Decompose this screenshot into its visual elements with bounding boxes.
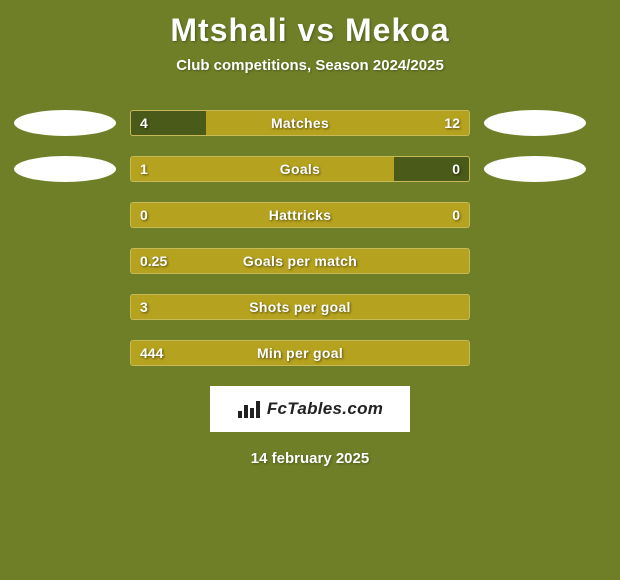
stat-row: 00Hattricks (0, 202, 620, 228)
stat-bar: 412Matches (130, 110, 470, 136)
logo-slot-right (470, 156, 600, 182)
stat-row: 444Min per goal (0, 340, 620, 366)
stat-label: Hattricks (130, 202, 470, 228)
logo-slot-left (0, 156, 130, 182)
stat-label: Min per goal (130, 340, 470, 366)
stat-bar: 00Hattricks (130, 202, 470, 228)
stat-row: 10Goals (0, 156, 620, 182)
team-logo-right (484, 110, 586, 136)
stat-row: 3Shots per goal (0, 294, 620, 320)
bar-chart-icon (237, 399, 261, 419)
team-logo-left (14, 156, 116, 182)
stat-label: Goals per match (130, 248, 470, 274)
stat-row: 0.25Goals per match (0, 248, 620, 274)
stat-bar: 3Shots per goal (130, 294, 470, 320)
logo-slot-left (0, 110, 130, 136)
stat-bar: 10Goals (130, 156, 470, 182)
branding-badge: FcTables.com (210, 386, 410, 432)
stat-label: Matches (130, 110, 470, 136)
branding-label: FcTables.com (267, 399, 383, 419)
team-logo-left (14, 110, 116, 136)
date-label: 14 february 2025 (0, 450, 620, 467)
stats-container: 412Matches 10Goals 00Hattricks 0.25Goals pe… (0, 110, 620, 366)
logo-slot-right (470, 110, 600, 136)
page-subtitle: Club competitions, Season 2024/2025 (0, 57, 620, 74)
page-title: Mtshali vs Mekoa (0, 0, 620, 49)
stat-label: Goals (130, 156, 470, 182)
stat-bar: 444Min per goal (130, 340, 470, 366)
stat-row: 412Matches (0, 110, 620, 136)
stat-bar: 0.25Goals per match (130, 248, 470, 274)
team-logo-right (484, 156, 586, 182)
stat-label: Shots per goal (130, 294, 470, 320)
